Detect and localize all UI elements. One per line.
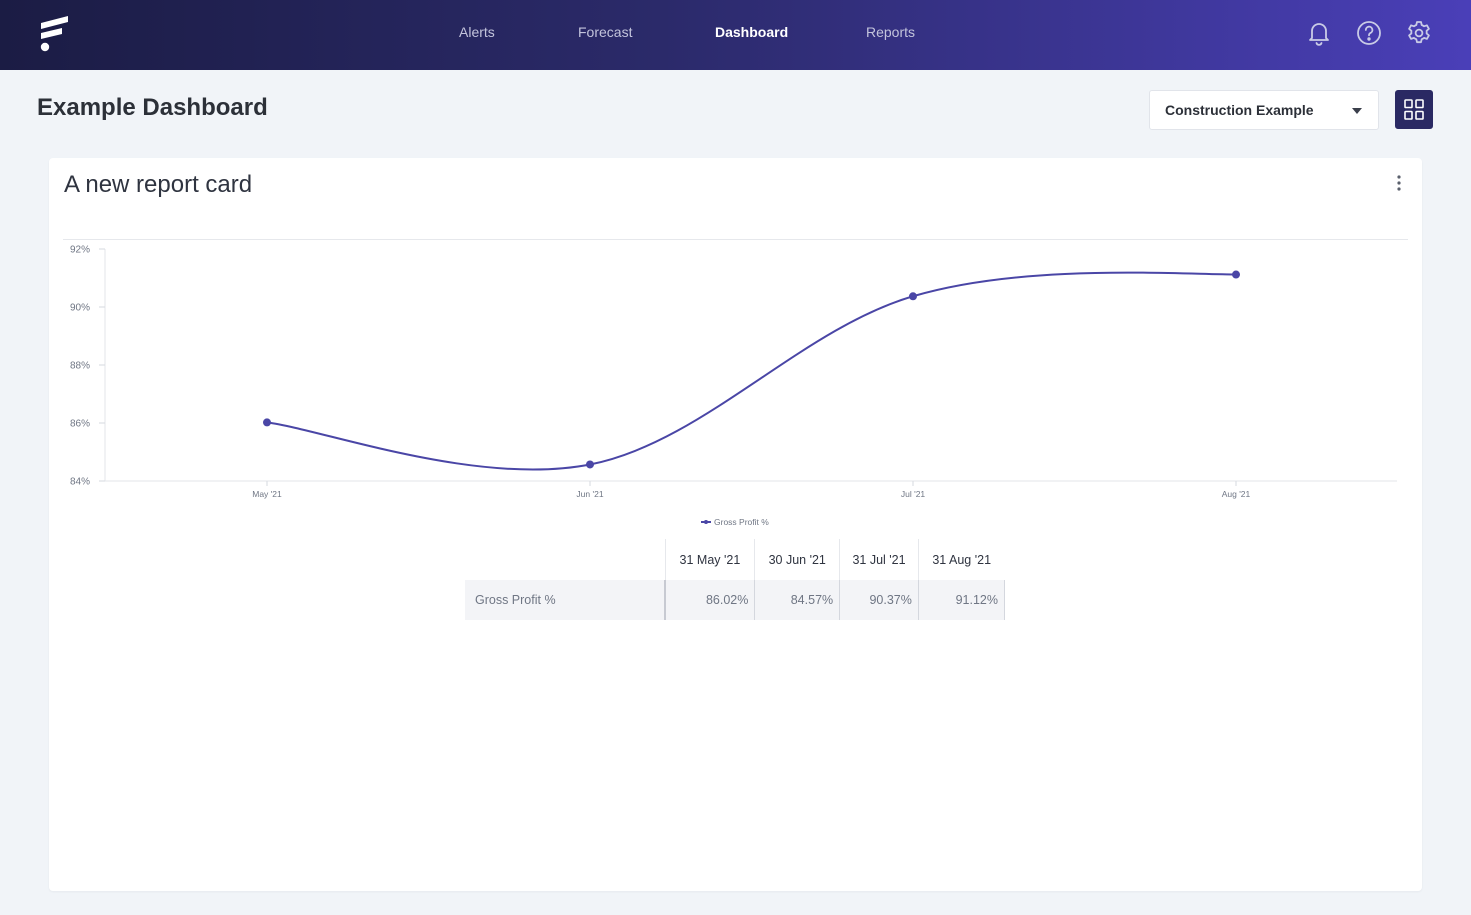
dashboard-select[interactable]: Construction Example (1149, 90, 1379, 130)
gear-icon[interactable] (1405, 19, 1433, 47)
table-header-blank (465, 539, 665, 580)
nav-forecast[interactable]: Forecast (578, 24, 633, 40)
x-axis: May '21 Jun '21 Jul '21 Aug '21 (105, 480, 1397, 499)
table-cell: 91.12% (917, 580, 1006, 620)
help-icon[interactable] (1355, 19, 1383, 47)
chart-legend: Gross Profit % (701, 517, 769, 527)
table-header-cell: 31 Aug '21 (917, 539, 1005, 580)
card-title: A new report card (64, 171, 253, 198)
y-tick-label: 90% (70, 303, 90, 314)
table-cell: 84.57% (754, 580, 840, 620)
data-point (263, 418, 271, 427)
y-axis: 84% 86% 88% 90% 92% (70, 245, 106, 488)
data-table: 31 May '21 30 Jun '21 31 Jul '21 31 Aug … (465, 539, 1006, 620)
nav-alerts[interactable]: Alerts (459, 24, 495, 40)
table-cell: 90.37% (839, 580, 919, 620)
y-tick-label: 86% (70, 419, 90, 430)
table-row: Gross Profit % 86.02% 84.57% 90.37% 91.1… (465, 580, 1006, 620)
data-point (909, 292, 917, 301)
data-point (586, 460, 594, 469)
nav-reports[interactable]: Reports (866, 24, 916, 40)
line-chart: 84% 86% 88% 90% 92% May '21 Jun '21 Jul '21 Aug… (70, 245, 1397, 527)
dashboard-select-value: Construction Example (1165, 102, 1314, 118)
chevron-down-icon (1352, 108, 1362, 114)
legend-label: Gross Profit % (714, 517, 769, 527)
x-tick-label: Jul '21 (901, 489, 926, 499)
y-tick-label: 88% (70, 361, 90, 372)
series-line-gross-profit (266, 271, 1237, 471)
table-cell: 86.02% (664, 580, 755, 620)
x-tick-label: Jun '21 (576, 489, 603, 499)
page-title: Example Dashboard (37, 94, 268, 121)
chart-series (263, 270, 1240, 471)
y-tick-label: 84% (70, 477, 90, 488)
table-header-cell: 30 Jun '21 (754, 539, 840, 580)
data-point (1232, 270, 1240, 279)
grid-icon (1404, 99, 1424, 120)
logo-icon[interactable] (38, 14, 72, 54)
table-header-row: 31 May '21 30 Jun '21 31 Jul '21 31 Aug … (465, 539, 1005, 580)
table-header-cell: 31 Jul '21 (839, 539, 919, 580)
x-tick-label: Aug '21 (1222, 489, 1251, 499)
legend-swatch-dot (704, 520, 708, 524)
y-tick-label: 92% (70, 245, 90, 256)
more-vertical-icon[interactable] (1394, 174, 1404, 192)
report-card: A new report card 84% 86% 88% 90% 92% May '2… (49, 158, 1422, 891)
table-header-cell: 31 May '21 (664, 539, 755, 580)
top-nav-bar: Alerts Forecast Dashboard Reports (0, 0, 1471, 70)
nav-dashboard[interactable]: Dashboard (715, 24, 789, 40)
x-tick-label: May '21 (252, 489, 282, 499)
layout-grid-button[interactable] (1395, 90, 1433, 129)
table-row-label: Gross Profit % (465, 580, 665, 620)
bell-icon[interactable] (1305, 19, 1333, 47)
card-divider (63, 239, 1408, 240)
